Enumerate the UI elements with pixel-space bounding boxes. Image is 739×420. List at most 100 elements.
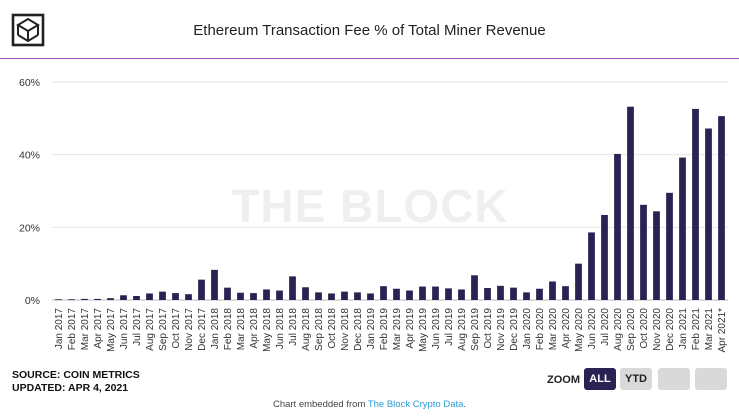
x-tick-label: Sep 2020 xyxy=(626,308,637,351)
x-tick-label: May 2020 xyxy=(574,308,585,352)
bar-mar-2019[interactable] xyxy=(393,288,400,300)
bar-dec-2020[interactable] xyxy=(666,192,673,300)
the-block-logo-icon xyxy=(11,13,45,47)
zoom-all-button[interactable]: ALL xyxy=(584,368,616,390)
bar-jan-2021[interactable] xyxy=(679,157,686,300)
x-tick-label: Mar 2017 xyxy=(80,308,91,351)
x-tick-label: Feb 2017 xyxy=(67,308,78,351)
bar-jul-2018[interactable] xyxy=(289,276,296,300)
bar-feb-2017[interactable] xyxy=(68,299,75,301)
source-text: SOURCE: COIN METRICS xyxy=(12,369,140,381)
bar-aug-2017[interactable] xyxy=(146,293,153,300)
zoom-range-button-4[interactable] xyxy=(695,368,727,390)
bar-aug-2019[interactable] xyxy=(458,289,465,300)
x-tick-label: Oct 2018 xyxy=(327,308,338,349)
zoom-ytd-button[interactable]: YTD xyxy=(620,368,652,390)
bar-sep-2017[interactable] xyxy=(159,291,166,300)
x-tick-label: May 2019 xyxy=(418,308,429,352)
chart-title: Ethereum Transaction Fee % of Total Mine… xyxy=(193,22,546,39)
bar-sep-2020[interactable] xyxy=(627,106,634,301)
bar-jun-2017[interactable] xyxy=(120,295,127,300)
x-tick-label: Nov 2017 xyxy=(184,308,195,351)
bar-may-2017[interactable] xyxy=(107,298,114,300)
x-tick-label: Aug 2018 xyxy=(301,308,312,351)
bar-jul-2020[interactable] xyxy=(601,214,608,300)
bar-mar-2021[interactable] xyxy=(705,128,712,300)
bar-feb-2021[interactable] xyxy=(692,108,699,300)
x-tick-label: Nov 2019 xyxy=(496,308,507,351)
x-tick-label: Sep 2018 xyxy=(314,308,325,351)
x-tick-label: Feb 2020 xyxy=(535,308,546,351)
bar-apr-2018[interactable] xyxy=(250,293,257,300)
x-tick-label: Jun 2017 xyxy=(119,308,130,350)
bar-feb-2020[interactable] xyxy=(536,288,543,300)
bar-jun-2020[interactable] xyxy=(588,232,595,300)
x-tick-label: Dec 2017 xyxy=(197,308,208,351)
bar-oct-2017[interactable] xyxy=(172,293,179,300)
x-tick-label: Mar 2020 xyxy=(548,308,559,351)
x-tick-label: Jan 2021 xyxy=(678,308,689,350)
bar-sep-2018[interactable] xyxy=(315,292,322,300)
bar-sep-2019[interactable] xyxy=(471,275,478,300)
x-tick-label: Feb 2019 xyxy=(379,308,390,351)
x-tick-label: Nov 2020 xyxy=(652,308,663,351)
bar-oct-2018[interactable] xyxy=(328,293,335,300)
bar-jan-2019[interactable] xyxy=(367,293,374,300)
bar-mar-2020[interactable] xyxy=(549,281,556,300)
embed-link[interactable]: The Block Crypto Data xyxy=(367,399,464,410)
bar-nov-2020[interactable] xyxy=(653,211,660,300)
x-tick-label: Sep 2017 xyxy=(158,308,169,351)
bar-oct-2020[interactable] xyxy=(640,204,647,300)
bar-jun-2018[interactable] xyxy=(276,290,283,300)
bar-mar-2018[interactable] xyxy=(237,292,244,300)
bar-may-2020[interactable] xyxy=(575,263,582,300)
x-tick-label: Jul 2019 xyxy=(444,308,455,346)
watermark-text: THE BLOCK xyxy=(231,180,508,232)
x-tick-label: Jul 2020 xyxy=(600,308,611,346)
embed-suffix: . xyxy=(463,399,467,410)
y-tick-label: 40% xyxy=(19,150,40,162)
bar-dec-2017[interactable] xyxy=(198,279,205,300)
bar-nov-2019[interactable] xyxy=(497,285,504,300)
bar-apr-2021[interactable] xyxy=(718,116,725,301)
bar-dec-2018[interactable] xyxy=(354,292,361,300)
source-note: SOURCE: COIN METRICS UPDATED: APR 4, 202… xyxy=(12,369,140,395)
x-tick-label: Oct 2020 xyxy=(639,308,650,349)
bar-oct-2019[interactable] xyxy=(484,288,491,300)
bar-may-2019[interactable] xyxy=(419,286,426,300)
bar-aug-2018[interactable] xyxy=(302,287,309,300)
bar-aug-2020[interactable] xyxy=(614,153,621,300)
bar-jun-2019[interactable] xyxy=(432,286,439,300)
y-tick-label: 60% xyxy=(19,77,40,89)
bar-jan-2020[interactable] xyxy=(523,292,530,300)
zoom-range-button-3[interactable] xyxy=(658,368,690,390)
bar-nov-2017[interactable] xyxy=(185,294,192,300)
embed-note: Chart embedded from The Block Crypto Dat… xyxy=(0,399,739,410)
x-tick-label: Apr 2018 xyxy=(249,308,260,349)
bar-apr-2019[interactable] xyxy=(406,290,413,300)
y-tick-label: 20% xyxy=(19,222,40,234)
bar-feb-2018[interactable] xyxy=(224,287,231,300)
x-tick-label: Apr 2021* xyxy=(717,308,728,353)
x-tick-label: Apr 2017 xyxy=(93,308,104,349)
x-tick-label: Jan 2018 xyxy=(210,308,221,350)
bar-mar-2017[interactable] xyxy=(81,298,88,300)
x-tick-label: Dec 2020 xyxy=(665,308,676,351)
bar-jan-2018[interactable] xyxy=(211,269,218,300)
bar-dec-2019[interactable] xyxy=(510,287,517,300)
bar-jul-2017[interactable] xyxy=(133,296,140,300)
bar-nov-2018[interactable] xyxy=(341,291,348,300)
x-tick-label: Mar 2018 xyxy=(236,308,247,351)
bar-apr-2020[interactable] xyxy=(562,286,569,300)
y-tick-label: 0% xyxy=(25,295,40,307)
x-tick-label: Dec 2019 xyxy=(509,308,520,351)
bar-feb-2019[interactable] xyxy=(380,286,387,300)
x-tick-label: Aug 2019 xyxy=(457,308,468,351)
bar-jan-2017[interactable] xyxy=(55,299,62,301)
bar-may-2018[interactable] xyxy=(263,289,270,300)
bar-apr-2017[interactable] xyxy=(94,298,101,300)
x-tick-label: Jan 2020 xyxy=(522,308,533,350)
bar-jul-2019[interactable] xyxy=(445,288,452,300)
x-tick-label: Oct 2019 xyxy=(483,308,494,349)
x-tick-label: May 2017 xyxy=(106,308,117,352)
